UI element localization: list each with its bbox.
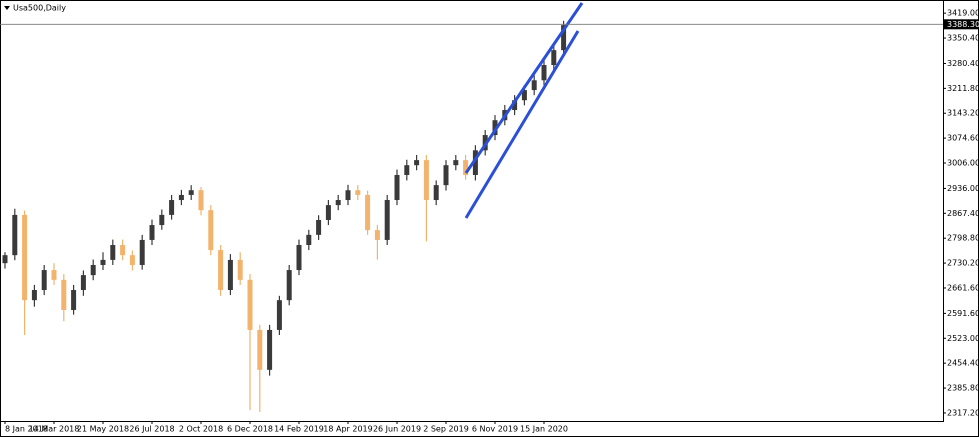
- candle-body: [61, 279, 67, 310]
- x-tick-label: 18 Apr 2019: [323, 425, 372, 434]
- channel-upper: [464, 2, 584, 174]
- candle-body: [404, 165, 410, 175]
- candle-body: [463, 160, 469, 175]
- candle-body: [306, 234, 312, 246]
- candle-body: [169, 200, 175, 215]
- candle-body: [198, 190, 204, 211]
- candle-body: [139, 239, 145, 265]
- x-tick-label: 6 Nov 2019: [472, 425, 518, 434]
- menu-arrow: [4, 6, 10, 10]
- candle-body: [227, 259, 233, 291]
- candle-body: [561, 25, 567, 51]
- candle-body: [335, 200, 341, 206]
- last-price-label: 3388.30: [947, 20, 979, 29]
- y-tick-label: 2523.00: [947, 334, 979, 343]
- y-tick-label: 3143.20: [947, 109, 979, 118]
- candle-body: [257, 329, 263, 370]
- candle-body: [286, 270, 292, 301]
- y-tick-label: 2730.20: [947, 259, 979, 268]
- y-tick-label: 2385.80: [947, 384, 979, 393]
- candle-body: [120, 245, 126, 256]
- candle-body: [492, 120, 498, 136]
- candle-body: [316, 219, 322, 235]
- candle-body: [41, 270, 47, 291]
- candle-body: [276, 300, 282, 330]
- candle-body: [247, 279, 253, 330]
- x-tick-label: 2 Sep 2019: [423, 425, 469, 434]
- y-tick-label: 3280.40: [947, 59, 979, 68]
- y-tick-label: 3211.80: [947, 84, 979, 93]
- candle-body: [551, 50, 557, 66]
- candle-body: [2, 255, 8, 264]
- candle-body: [512, 100, 518, 111]
- y-tick-label: 2317.20: [947, 408, 979, 417]
- candle-body: [521, 90, 527, 101]
- y-tick-label: 2454.40: [947, 359, 979, 368]
- candle-body: [267, 329, 273, 370]
- candle-body: [218, 250, 224, 291]
- candle-body: [178, 194, 184, 201]
- candle-body: [296, 245, 302, 271]
- candle-body: [129, 255, 135, 265]
- candle-body: [149, 225, 155, 240]
- candle-body: [394, 174, 400, 201]
- channel-lower: [464, 30, 580, 219]
- candle-body: [22, 214, 28, 301]
- x-tick-label: 8 Jan 2018: [5, 425, 48, 434]
- candle-body: [531, 80, 537, 91]
- chart-title: Usa500,Daily: [13, 4, 66, 13]
- candle-body: [443, 165, 449, 186]
- candle-body: [325, 205, 331, 220]
- y-tick-label: 2591.60: [947, 309, 979, 318]
- y-tick-label: 2661.60: [947, 283, 979, 292]
- candle-body: [472, 150, 478, 175]
- candle-body: [374, 230, 380, 240]
- candle-body: [541, 65, 547, 81]
- candle-body: [159, 214, 165, 226]
- y-tick-label: 3006.00: [947, 159, 979, 168]
- candle-body: [110, 245, 116, 260]
- y-tick-label: 3074.60: [947, 134, 979, 143]
- x-tick-label: 6 Dec 2018: [227, 425, 273, 434]
- candle-body: [355, 190, 361, 195]
- candle-body: [100, 259, 106, 265]
- candle-body: [51, 270, 57, 280]
- x-tick-label: 26 Jul 2018: [129, 425, 174, 434]
- candle-body: [208, 210, 214, 251]
- candle-body: [71, 290, 77, 310]
- x-tick-label: 14 Mar 2018: [29, 425, 80, 434]
- candle-body: [188, 190, 194, 195]
- candle-body: [433, 185, 439, 201]
- candle-body: [90, 264, 96, 276]
- candle-body: [423, 160, 429, 201]
- candle-body: [384, 200, 390, 240]
- x-tick-label: 15 Jan 2020: [520, 425, 568, 434]
- x-tick-label: 14 Feb 2019: [274, 425, 324, 434]
- candle-body: [345, 190, 351, 201]
- candle-body: [237, 259, 243, 280]
- candle-body: [365, 194, 371, 231]
- y-tick-label: 3419.00: [947, 9, 979, 18]
- candle-body: [453, 160, 459, 166]
- plot: [2, 20, 567, 412]
- last-price-box: [944, 19, 978, 30]
- x-tick-label: 26 Jun 2019: [373, 425, 421, 434]
- candle-body: [414, 160, 420, 166]
- y-tick-label: 2936.00: [947, 184, 979, 193]
- y-tick-label: 2867.40: [947, 209, 979, 218]
- x-tick-label: 21 May 2018: [77, 425, 129, 434]
- x-tick-label: 2 Oct 2018: [179, 425, 223, 434]
- y-tick-label: 3350.40: [947, 34, 979, 43]
- candle-body: [31, 290, 37, 301]
- y-tick-label: 2798.80: [947, 234, 979, 243]
- candle-body: [80, 275, 86, 291]
- candle-body: [12, 214, 18, 256]
